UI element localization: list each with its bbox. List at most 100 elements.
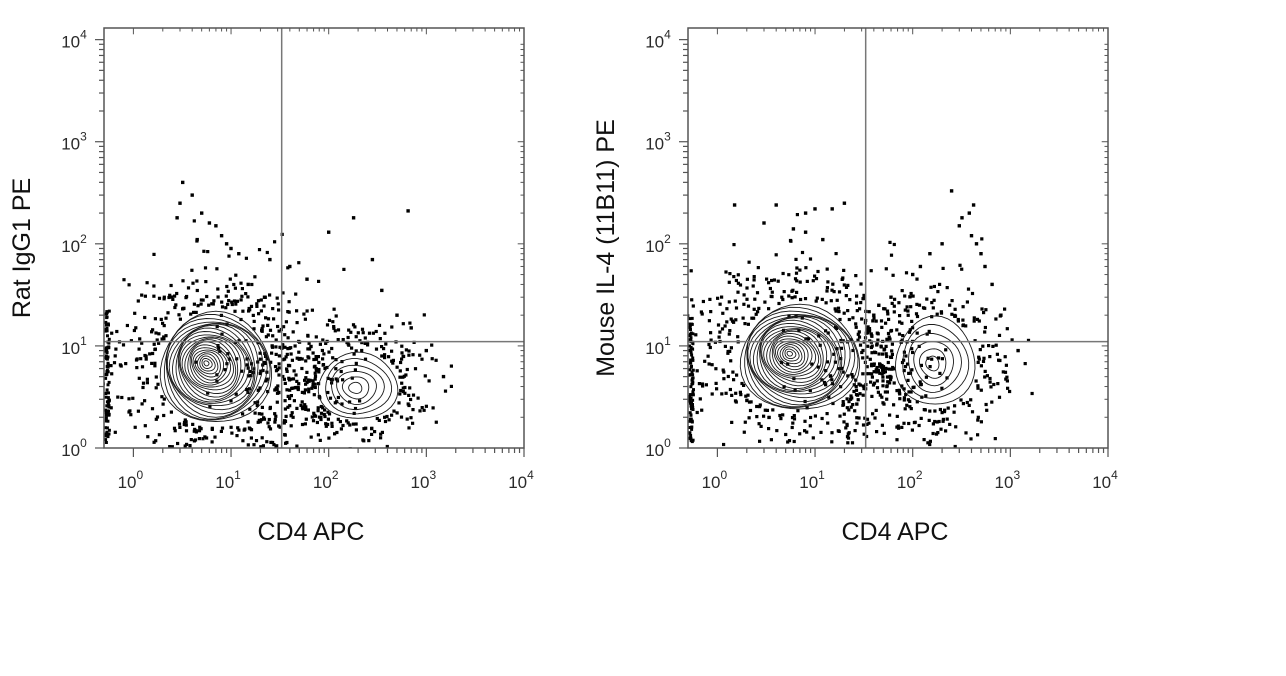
- event-dot: [159, 317, 163, 321]
- event-dot: [140, 293, 144, 297]
- outlier-dot: [974, 242, 979, 246]
- event-dot: [688, 338, 692, 342]
- event-dot: [927, 329, 931, 333]
- event-dot: [704, 383, 708, 387]
- event-dot: [239, 298, 243, 302]
- event-dot: [266, 323, 270, 327]
- event-dot: [172, 426, 177, 430]
- event-dot: [104, 416, 108, 420]
- event-dot: [842, 311, 846, 315]
- event-dot: [399, 415, 404, 419]
- event-dot: [941, 266, 945, 270]
- event-dot: [409, 416, 413, 420]
- event-dot: [195, 279, 199, 283]
- event-dot: [266, 390, 270, 394]
- event-dot: [722, 370, 726, 374]
- event-dot: [908, 460, 911, 463]
- event-dot: [273, 388, 277, 392]
- event-dot: [767, 415, 771, 420]
- event-dot: [318, 342, 322, 346]
- event-dot: [792, 511, 795, 514]
- event-dot: [260, 329, 264, 333]
- y-tick-label: 104: [61, 28, 87, 52]
- event-dot: [976, 384, 980, 388]
- event-dot: [800, 250, 805, 255]
- event-dot: [877, 459, 880, 462]
- event-dot: [304, 417, 308, 421]
- event-dot: [907, 371, 911, 375]
- event-dot: [901, 334, 905, 338]
- event-dot: [710, 392, 714, 396]
- event-dot: [153, 317, 157, 321]
- event-dot: [862, 293, 866, 297]
- event-dot: [346, 421, 350, 425]
- event-dot: [906, 309, 910, 313]
- event-dot: [690, 353, 694, 357]
- event-dot: [104, 411, 108, 415]
- event-dot: [851, 316, 855, 320]
- event-dot: [291, 415, 295, 419]
- event-dot: [333, 401, 337, 405]
- event-dot: [752, 278, 756, 282]
- event-dot: [285, 388, 289, 392]
- event-dot: [138, 337, 142, 341]
- event-dot: [855, 294, 859, 298]
- event-dot: [786, 440, 790, 444]
- event-dot: [845, 455, 848, 458]
- event-dot: [895, 328, 899, 332]
- event-dot: [718, 330, 722, 334]
- event-dot: [787, 294, 791, 298]
- event-dot: [105, 413, 108, 417]
- contour-ring: [325, 358, 393, 415]
- event-dot: [707, 362, 711, 366]
- event-dot: [302, 312, 306, 316]
- event-dot: [908, 328, 912, 332]
- event-dot: [926, 441, 930, 445]
- event-dot: [688, 419, 692, 423]
- event-dot: [131, 396, 135, 400]
- event-dot: [845, 397, 849, 401]
- event-dot: [145, 281, 149, 285]
- event-dot: [286, 394, 290, 398]
- event-dot: [941, 419, 945, 423]
- event-dot: [913, 420, 917, 424]
- event-dot: [167, 295, 171, 300]
- event-dot: [255, 304, 259, 308]
- event-dot: [907, 330, 912, 334]
- event-dot: [366, 472, 369, 475]
- event-dot: [270, 344, 274, 348]
- event-dot: [688, 368, 692, 372]
- event-dot: [121, 343, 126, 347]
- event-dot: [755, 291, 760, 295]
- event-dot: [820, 297, 824, 301]
- contour-ring: [179, 336, 242, 398]
- outlier-dot: [979, 252, 983, 256]
- event-dot: [930, 357, 934, 361]
- contour-ring: [918, 348, 947, 379]
- outlier-dot: [732, 203, 737, 207]
- event-dot: [143, 424, 147, 428]
- event-dot: [314, 367, 318, 371]
- event-dot: [695, 410, 699, 415]
- event-dot: [398, 375, 402, 379]
- event-dot: [691, 392, 695, 396]
- event-dot: [259, 445, 263, 448]
- event-dot: [152, 294, 156, 298]
- event-dot: [246, 374, 250, 378]
- event-dot: [903, 407, 907, 411]
- event-dot: [845, 406, 849, 410]
- event-dot: [875, 386, 880, 390]
- event-dot: [384, 458, 387, 461]
- event-dot: [790, 289, 794, 293]
- event-dot: [286, 405, 290, 409]
- outlier-dot: [175, 216, 179, 220]
- event-dot: [898, 314, 902, 318]
- event-dot: [916, 456, 919, 459]
- event-dot: [885, 375, 890, 379]
- event-dot: [880, 423, 884, 427]
- event-dot: [226, 302, 230, 306]
- event-dot: [350, 376, 354, 380]
- event-dot: [106, 402, 110, 405]
- event-dot: [872, 316, 876, 320]
- event-dot: [924, 375, 928, 379]
